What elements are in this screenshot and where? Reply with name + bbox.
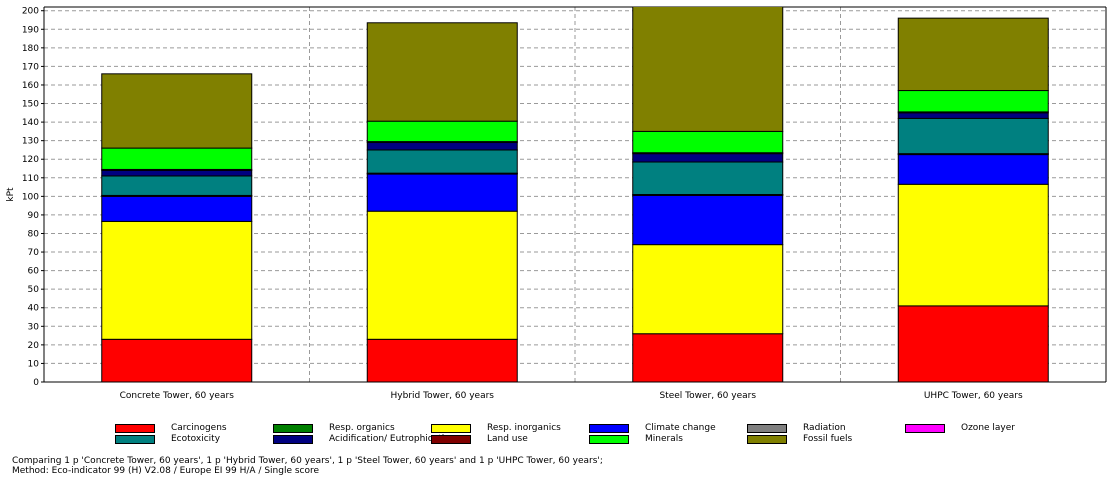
y-tick-label: 90 (28, 211, 40, 221)
y-tick-label: 100 (22, 192, 39, 202)
y-tick-label: 0 (33, 378, 39, 388)
bar-segment (101, 73, 253, 149)
bar-segment (366, 210, 518, 340)
bar-segment (632, 7, 784, 132)
y-tick-label: 80 (28, 229, 40, 239)
bar-segment (101, 175, 253, 196)
legend-swatch (273, 434, 313, 444)
legend-item: Resp. organics (273, 422, 395, 434)
legend-item: Climate change (589, 422, 716, 434)
legend-label: Ecotoxicity (171, 434, 221, 444)
legend-item: Fossil fuels (747, 433, 852, 445)
legend-swatch (589, 434, 629, 444)
bar-segment (632, 333, 784, 382)
y-tick-label: 170 (22, 62, 39, 72)
y-tick-label: 190 (22, 25, 39, 35)
bar-segment (632, 130, 784, 154)
caption-comparison-line: Comparing 1 p 'Concrete Tower, 60 years'… (12, 456, 603, 466)
y-tick-label: 160 (22, 81, 39, 91)
bar-segment (101, 338, 253, 382)
bar-segment (101, 195, 253, 222)
x-tick-label: Steel Tower, 60 years (659, 391, 756, 401)
y-tick-label: 120 (22, 155, 39, 165)
legend-swatch (431, 423, 471, 433)
caption-method-line: Method: Eco-indicator 99 (H) V2.08 / Eur… (12, 466, 320, 476)
bar-segment (632, 153, 784, 163)
y-tick-label: 30 (28, 322, 40, 332)
y-tick-label: 140 (22, 118, 39, 128)
legend-label: Fossil fuels (803, 434, 853, 444)
bar-segment (366, 338, 518, 382)
y-axis-label: kPt (6, 187, 16, 202)
bar-segment (101, 147, 253, 170)
y-tick-label: 50 (28, 285, 40, 295)
stacked-bar-chart: 0 10 20 30 40 50 60 70 80 90 100 110 120 130 140 150 160… (6, 6, 1107, 401)
legend-label: Resp. inorganics (487, 423, 561, 433)
y-tick-label: 180 (22, 44, 39, 54)
legend-label: Land use (487, 434, 528, 444)
y-tick-label: 40 (28, 304, 40, 314)
bar-segment (897, 305, 1049, 382)
legend-item: Minerals (589, 433, 683, 445)
legend-item: Land use (431, 433, 528, 445)
bar-segment (366, 173, 518, 212)
legend-item: Carcinogens (115, 422, 227, 434)
bar-segment (366, 149, 518, 174)
y-tick-label: 110 (22, 174, 39, 184)
legend-swatch (747, 423, 787, 433)
bar-segment (897, 112, 1049, 119)
legend-item: Ecotoxicity (115, 433, 220, 445)
legend-item: Acidification/ Eutrophication (273, 433, 455, 445)
legend-label: Carcinogens (171, 423, 227, 433)
bar-segment (366, 142, 518, 151)
x-tick-label: Concrete Tower, 60 years (120, 391, 235, 401)
legend-label: Acidification/ Eutrophication (329, 434, 456, 444)
bar-segment (101, 220, 253, 340)
legend-swatch (905, 423, 945, 433)
x-tick-label: UHPC Tower, 60 years (924, 391, 1023, 401)
bar-segment (632, 194, 784, 246)
y-tick-label: 10 (28, 359, 40, 369)
bar-segment (101, 169, 253, 177)
legend-label: Resp. organics (329, 423, 395, 433)
legend-label: Ozone layer (961, 423, 1015, 433)
chart-caption: Comparing 1 p 'Concrete Tower, 60 years'… (12, 456, 603, 476)
legend-swatch (273, 423, 313, 433)
bar-segment (897, 117, 1049, 155)
legend-label: Minerals (645, 434, 683, 444)
legend-swatch (115, 423, 155, 433)
bar-segment (897, 90, 1049, 113)
bar-segment (366, 120, 518, 143)
bar-segment (632, 244, 784, 335)
chart-legend: Carcinogens Ecotoxicity Resp. organics Acid… (115, 422, 1105, 446)
legend-label: Climate change (645, 423, 716, 433)
legend-item: Resp. inorganics (431, 422, 561, 434)
y-tick-label: 200 (22, 7, 39, 17)
legend-swatch (589, 423, 629, 433)
legend-swatch (115, 434, 155, 444)
x-tick-label: Hybrid Tower, 60 years (391, 391, 495, 401)
y-tick-label: 150 (22, 100, 39, 110)
bar-segment (897, 183, 1049, 307)
legend-item: Radiation (747, 422, 846, 434)
y-tick-label: 130 (22, 137, 39, 147)
y-tick-label: 70 (28, 248, 40, 258)
legend-item: Ozone layer (905, 422, 1015, 434)
bar-segment (632, 161, 784, 195)
bar-segment (897, 17, 1049, 92)
bar-segment (897, 154, 1049, 185)
bar-segment (366, 22, 518, 122)
legend-label: Radiation (803, 423, 846, 433)
legend-swatch (747, 434, 787, 444)
y-tick-label: 60 (28, 267, 40, 277)
y-tick-label: 20 (28, 341, 40, 351)
legend-swatch (431, 434, 471, 444)
